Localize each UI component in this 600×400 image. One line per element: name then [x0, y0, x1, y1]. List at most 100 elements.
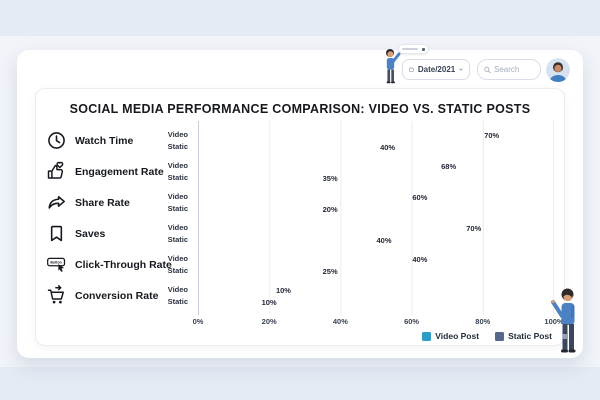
bar-line: Static 35% [166, 173, 552, 183]
bar-value-label: 40% [412, 254, 428, 264]
x-axis-tick: 100% [544, 317, 564, 326]
chart-area: Watch Time Video 70% Static 40% Engage [36, 121, 564, 341]
series-row-label: Static [167, 204, 188, 213]
series-row-label: Video [167, 192, 188, 201]
person-illustration-bottom [551, 288, 576, 353]
x-axis-tick: 40% [332, 317, 348, 326]
bar-value-label: 40% [380, 142, 396, 152]
x-axis-tick: 0% [192, 317, 204, 326]
chart-title: SOCIAL MEDIA PERFORMANCE COMPARISON: VID… [69, 102, 531, 116]
bar-track: 20% [193, 204, 552, 214]
bar-track: 40% [193, 235, 552, 245]
x-axis-tick: 80% [475, 317, 491, 326]
search-box[interactable] [477, 59, 541, 80]
bar-group: Video 40% Static 25% [166, 254, 552, 276]
legend-label: Static Post [508, 331, 552, 341]
series-row-label: Static [167, 266, 188, 275]
x-axis-tick: 60% [404, 317, 420, 326]
bar-line: Static 20% [166, 204, 552, 214]
bar-value-label: 70% [466, 223, 482, 233]
thumbs-up-heart-icon [46, 161, 67, 182]
category: Watch Time [46, 130, 166, 151]
bar-value-label: 70% [484, 130, 500, 140]
bar-line: Video 40% [166, 254, 552, 264]
bar-track: 35% [193, 173, 552, 183]
share-arrow-icon [46, 192, 67, 213]
bar-line: Static 40% [166, 142, 552, 152]
legend-label: Video Post [435, 331, 480, 341]
series-row-label: Static [167, 173, 188, 182]
bar-value-label: 25% [322, 266, 338, 276]
bar-line: Static 40% [166, 235, 552, 245]
user-avatar[interactable] [546, 58, 570, 82]
chart-card: SOCIAL MEDIA PERFORMANCE COMPARISON: VID… [35, 88, 565, 346]
bar-track: 10% [193, 297, 552, 307]
bar-group: Video 68% Static 35% [166, 161, 552, 183]
bar-line: Video 60% [166, 192, 552, 202]
calendar-icon [409, 67, 414, 72]
series-row-label: Static [167, 235, 188, 244]
category: Share Rate [46, 192, 166, 213]
bar-track: 10% [193, 285, 552, 295]
mini-banner [398, 44, 429, 54]
category: Button Click-Through Rate [46, 254, 172, 275]
bar-value-label: 60% [412, 192, 428, 202]
series-row-label: Video [167, 285, 188, 294]
series-row-label: Video [167, 254, 188, 263]
banner-cursor-dot [422, 47, 425, 51]
background-band-bottom [0, 367, 600, 400]
person-illustration-top [386, 49, 401, 84]
category-label: Watch Time [75, 134, 134, 147]
legend-swatch [495, 331, 505, 341]
legend-swatch [422, 331, 432, 341]
category-label: Saves [75, 227, 106, 240]
bar-track: 70% [193, 130, 552, 140]
category-label: Click-Through Rate [75, 258, 172, 271]
cart-arrow-icon [46, 285, 67, 306]
bookmark-icon [46, 223, 67, 244]
date-filter-select[interactable]: Date/2021 [402, 59, 470, 80]
bar-line: Static 10% [166, 297, 552, 307]
dashboard-card: Date/2021 SOCIAL MEDIA PERFORMANCE [17, 44, 583, 358]
bar-line: Video 68% [166, 161, 552, 171]
bar-value-label: 40% [376, 235, 392, 245]
bar-track: 70% [193, 223, 552, 233]
series-row-label: Static [167, 142, 188, 151]
bar-value-label: 20% [322, 204, 338, 214]
button-icon-text: Button [50, 260, 61, 264]
category-label: Engagement Rate [75, 165, 164, 178]
legend-item: Static Post [495, 331, 552, 341]
banner-line [402, 48, 418, 50]
search-input[interactable] [494, 65, 534, 74]
chevron-down-icon [459, 68, 463, 71]
search-icon [484, 66, 491, 73]
bar-group: Video 10% Static 10% [166, 285, 552, 307]
bar-value-label: 68% [441, 161, 457, 171]
chart-category-row: Conversion Rate Video 10% Static 10% [36, 280, 564, 311]
bar-value-label: 10% [275, 285, 291, 295]
chart-category-row: Watch Time Video 70% Static 40% [36, 125, 564, 156]
chart-rows: Watch Time Video 70% Static 40% Engage [36, 125, 564, 311]
category: Engagement Rate [46, 161, 166, 182]
chart-category-row: Button Click-Through Rate Video 40% Stat… [36, 249, 564, 280]
bar-track: 40% [193, 254, 552, 264]
bar-line: Video 70% [166, 223, 552, 233]
clock-icon [46, 130, 67, 151]
chart-category-row: Share Rate Video 60% Static 20% [36, 187, 564, 218]
category-label: Share Rate [75, 196, 130, 209]
bar-track: 60% [193, 192, 552, 202]
chart-gridlines [198, 121, 554, 315]
bar-value-label: 10% [261, 297, 277, 307]
series-row-label: Video [167, 161, 188, 170]
bar-value-label: 35% [322, 173, 338, 183]
bar-line: Video 70% [166, 130, 552, 140]
chart-category-row: Engagement Rate Video 68% Static 35% [36, 156, 564, 187]
bar-group: Video 60% Static 20% [166, 192, 552, 214]
category-label: Conversion Rate [75, 289, 159, 302]
category: Conversion Rate [46, 285, 166, 306]
legend-item: Video Post [422, 331, 479, 341]
x-axis: 0% 20% 40% 60% 80% 100% [193, 317, 564, 329]
category: Saves [46, 223, 166, 244]
bar-line: Static 25% [166, 266, 552, 276]
